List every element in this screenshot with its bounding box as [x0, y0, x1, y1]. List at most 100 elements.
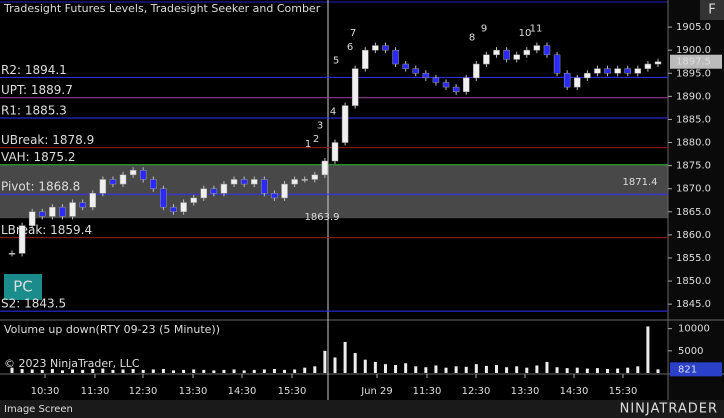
candle-body	[523, 49, 531, 56]
volume-bar	[71, 369, 75, 373]
level-label: UBreak: 1878.9	[1, 133, 94, 147]
time-label: 13:30	[511, 386, 540, 397]
candle-body	[422, 73, 430, 79]
time-label: 14:30	[228, 386, 257, 397]
time-label: 15:30	[609, 386, 638, 397]
volume-bar	[454, 366, 458, 373]
volume-bar	[555, 367, 559, 373]
candle-body	[432, 77, 440, 83]
candle-body	[8, 253, 16, 255]
candle-body	[553, 54, 561, 74]
volume-bar	[141, 369, 145, 373]
volume-bar	[606, 369, 610, 373]
signal-label: 11	[530, 23, 543, 34]
volume-bar	[232, 369, 236, 373]
signal-label: 7	[350, 28, 356, 39]
volume-bar	[373, 361, 377, 373]
candle-body	[331, 142, 339, 162]
candle-body	[200, 188, 208, 199]
candle-body	[210, 188, 218, 194]
price-tick-label: 1885.0	[676, 114, 711, 125]
volume-bar	[575, 367, 579, 373]
candle-body	[493, 49, 500, 56]
candle-body	[533, 45, 541, 51]
price-tick-label: 1875.0	[676, 161, 711, 172]
candle-body	[604, 68, 611, 74]
price-tick-label: 1850.0	[676, 276, 711, 287]
volume-bar	[222, 369, 226, 373]
signal-label: 4	[330, 106, 336, 117]
candle-body	[654, 61, 662, 65]
candle-body	[230, 179, 238, 185]
volume-bar	[535, 365, 539, 373]
level-label: VAH: 1875.2	[1, 150, 76, 164]
candle-body	[79, 202, 86, 208]
f-button-label[interactable]: F	[708, 3, 715, 18]
price-tick-label: 1890.0	[676, 91, 711, 102]
copyright: © 2023 NinjaTrader, LLC	[4, 357, 140, 370]
level-label: R1: 1885.3	[1, 104, 67, 118]
pc-button[interactable]	[4, 274, 42, 300]
candle-body	[392, 49, 399, 65]
candle-body	[220, 183, 228, 194]
price-tick-label: 1880.0	[676, 138, 711, 149]
candle-body	[291, 179, 298, 185]
candle-body	[362, 49, 369, 69]
candle-body	[594, 68, 601, 74]
volume-bar	[404, 363, 408, 373]
candle-body	[150, 179, 157, 189]
signal-label: 3	[317, 120, 323, 131]
candle-body	[139, 169, 147, 180]
candle-body	[271, 193, 278, 199]
time-label: Jun 29	[360, 386, 393, 397]
volume-bar	[353, 353, 357, 373]
chart-title: Tradesight Futures Levels, Tradesight Se…	[3, 2, 321, 15]
candle-body	[39, 211, 46, 217]
last-price-tag	[670, 54, 722, 69]
candle-body	[89, 193, 96, 208]
volume-bar	[323, 350, 327, 373]
volume-bar	[424, 367, 428, 373]
volume-bar	[646, 326, 650, 373]
candle-body	[584, 73, 591, 79]
price-tick-label: 1895.0	[676, 68, 711, 79]
volume-bar	[313, 366, 317, 373]
signal-label: 10	[519, 28, 532, 39]
f-button[interactable]	[700, 0, 724, 20]
volume-bar	[545, 361, 549, 373]
volume-bar	[182, 369, 186, 373]
candle-body	[452, 86, 460, 92]
signal-label: 5	[333, 56, 339, 67]
price-tick-label: 1865.0	[676, 207, 711, 218]
time-label: 12:30	[129, 386, 158, 397]
volume-bar	[565, 368, 569, 373]
volume-bar	[616, 368, 620, 373]
volume-bar	[81, 369, 85, 373]
volume-bar	[383, 364, 387, 373]
pc-button-label[interactable]: PC	[13, 278, 33, 296]
volume-bar	[656, 369, 660, 373]
volume-bar	[242, 370, 246, 373]
candle-body	[442, 82, 450, 88]
price-tick-label: 1900.0	[676, 45, 711, 56]
volume-bar	[272, 369, 276, 373]
candle-body	[473, 63, 480, 79]
volume-bar	[474, 364, 478, 373]
volume-bar	[525, 367, 529, 373]
candle-body	[634, 68, 642, 74]
last-volume-label: 821	[678, 364, 697, 375]
candle-body	[59, 206, 66, 217]
volume-bar	[121, 369, 125, 373]
volume-bar	[464, 366, 468, 373]
signal-label: 8	[469, 33, 475, 44]
level-label: R2: 1894.1	[1, 63, 67, 77]
volume-bar	[40, 369, 44, 373]
candle-body	[483, 54, 490, 65]
candle-body	[301, 179, 308, 181]
volume-bar	[50, 369, 54, 373]
candle-body	[99, 179, 107, 194]
time-label: 12:30	[462, 386, 491, 397]
candle-body	[69, 202, 76, 217]
signal-label: 9	[481, 23, 487, 34]
time-label: 11:30	[81, 386, 110, 397]
